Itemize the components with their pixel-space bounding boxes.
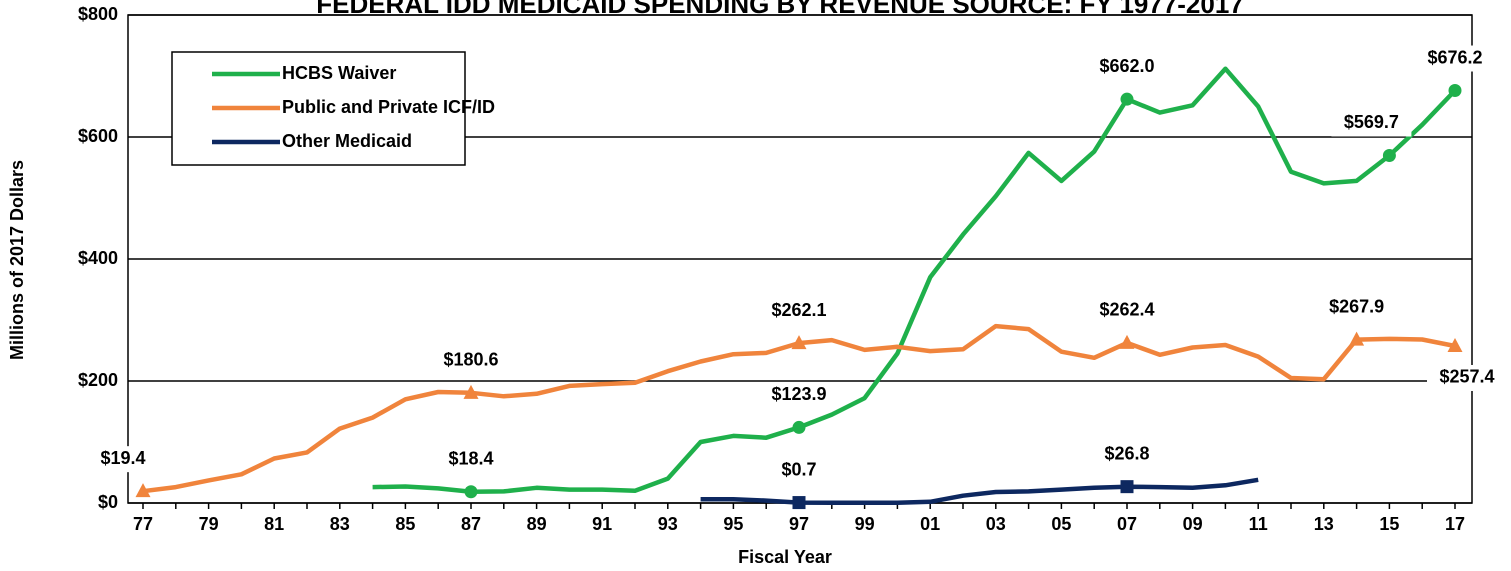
label-bg <box>1427 364 1507 391</box>
x-tick-label: 85 <box>395 514 415 534</box>
x-tick-label: 93 <box>658 514 678 534</box>
x-axis-label: Fiscal Year <box>738 547 832 567</box>
x-tick-label: 79 <box>199 514 219 534</box>
data-label: $267.9 <box>1329 296 1384 316</box>
label-bg <box>759 457 839 484</box>
y-tick-label: $0 <box>98 492 118 512</box>
marker <box>1382 148 1396 162</box>
label-bg <box>1087 54 1167 81</box>
marker <box>1120 92 1134 106</box>
y-tick-label: $200 <box>78 370 118 390</box>
legend-label: HCBS Waiver <box>282 63 396 83</box>
x-tick-label: 83 <box>330 514 350 534</box>
data-label: $0.7 <box>781 459 816 479</box>
x-tick-label: 97 <box>789 514 809 534</box>
marker <box>792 496 806 510</box>
data-label: $19.4 <box>100 448 145 468</box>
x-tick-label: 01 <box>920 514 940 534</box>
label-bg <box>759 298 839 325</box>
x-tick-label: 15 <box>1379 514 1399 534</box>
x-tick-label: 07 <box>1117 514 1137 534</box>
label-bg <box>83 446 163 473</box>
x-tick-label: 87 <box>461 514 481 534</box>
x-tick-label: 91 <box>592 514 612 534</box>
x-tick-label: 89 <box>527 514 547 534</box>
marker <box>1120 480 1134 494</box>
data-label: $662.0 <box>1099 56 1154 76</box>
marker <box>1448 84 1462 98</box>
x-tick-label: 95 <box>723 514 743 534</box>
x-tick-label: 13 <box>1314 514 1334 534</box>
y-tick-label: $800 <box>78 4 118 24</box>
marker <box>135 483 151 498</box>
data-label: $676.2 <box>1427 47 1482 67</box>
label-bg <box>1087 297 1167 324</box>
label-bg <box>1415 45 1495 72</box>
x-tick-label: 81 <box>264 514 284 534</box>
y-axis-label: Millions of 2017 Dollars <box>7 160 27 360</box>
data-label: $569.7 <box>1344 112 1399 132</box>
series-line <box>372 66 1457 495</box>
legend-label: Public and Private ICF/ID <box>282 97 495 117</box>
x-tick-label: 99 <box>855 514 875 534</box>
label-bg <box>431 347 511 374</box>
marker <box>1447 337 1463 352</box>
label-bg <box>1087 441 1167 468</box>
marker <box>792 420 806 434</box>
marker <box>464 485 478 499</box>
label-bg <box>1316 294 1397 321</box>
marker <box>1349 331 1365 346</box>
y-tick-label: $400 <box>78 248 118 268</box>
marker <box>791 335 807 350</box>
x-tick-label: 03 <box>986 514 1006 534</box>
data-label: $123.9 <box>771 384 826 404</box>
x-tick-label: 09 <box>1183 514 1203 534</box>
label-bg <box>1331 110 1412 137</box>
data-label: $257.4 <box>1439 367 1494 387</box>
marker <box>1119 334 1135 349</box>
data-label: $262.1 <box>771 300 826 320</box>
y-tick-label: $600 <box>78 126 118 146</box>
data-label: $180.6 <box>443 350 498 370</box>
chart-title: FEDERAL IDD MEDICAID SPENDING BY REVENUE… <box>316 0 1244 19</box>
marker <box>463 384 479 399</box>
legend-label: Other Medicaid <box>282 131 412 151</box>
x-tick-label: 05 <box>1051 514 1071 534</box>
label-bg <box>759 382 839 409</box>
x-tick-label: 17 <box>1445 514 1465 534</box>
x-tick-label: 77 <box>133 514 153 534</box>
data-label: $18.4 <box>448 449 493 469</box>
data-label: $26.8 <box>1104 443 1149 463</box>
data-label: $262.4 <box>1099 300 1154 320</box>
label-bg <box>431 446 511 473</box>
x-tick-label: 11 <box>1249 514 1268 534</box>
